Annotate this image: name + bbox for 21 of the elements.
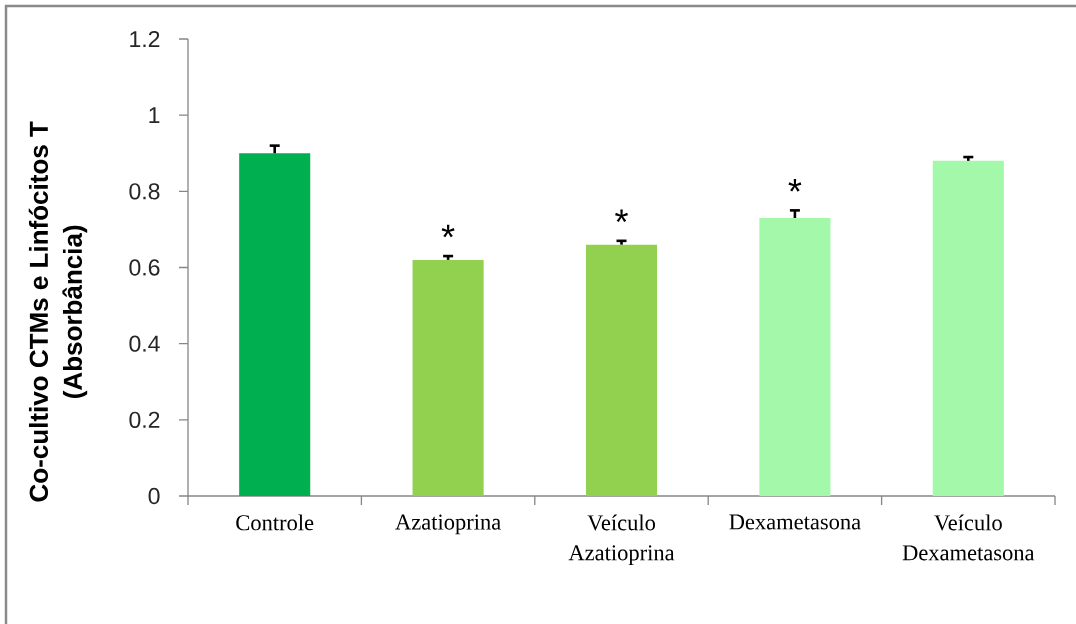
y-tick-label: 0.6	[129, 259, 160, 276]
bar	[412, 259, 484, 496]
x-tick-label: Veículo Azatioprina	[568, 514, 675, 565]
x-tick-label: Azatioprina	[395, 514, 501, 535]
y-tick-label: 0.8	[129, 183, 160, 200]
x-tick-label: Controle	[236, 514, 314, 531]
y-tick-label: 1	[149, 107, 160, 124]
bar	[759, 217, 831, 496]
x-tick-label: Dexametasona	[729, 514, 861, 530]
bar	[932, 160, 1004, 496]
x-tick-label: Veículo Dexametasona	[902, 514, 1035, 561]
annotation: *	[441, 224, 455, 238]
bar	[239, 153, 311, 496]
y-tick-label: 1.2	[130, 30, 160, 48]
y-tick-label: 0.4	[129, 335, 160, 352]
annotation: *	[615, 209, 628, 223]
y-tick-label: 0	[148, 487, 160, 505]
y-tick-label: 0.2	[129, 411, 160, 428]
bar	[585, 244, 658, 496]
annotation: *	[788, 178, 802, 192]
y-axis-title: Co-cultivo CTMs e Linfócitos T (Absorbância)	[28, 121, 88, 502]
